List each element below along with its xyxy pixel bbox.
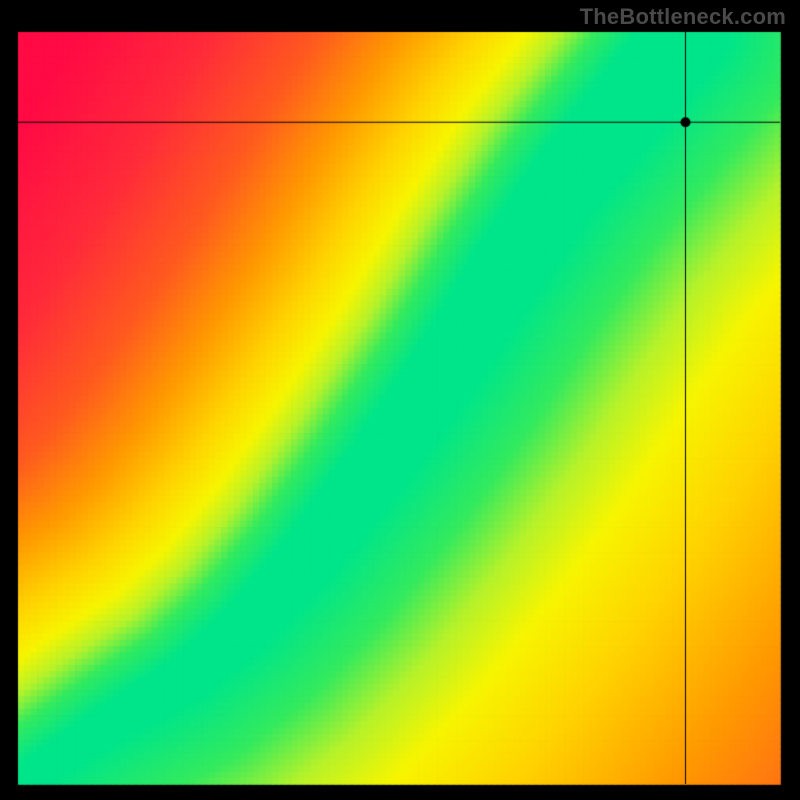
watermark-text: TheBottleneck.com bbox=[580, 4, 786, 30]
chart-container: TheBottleneck.com bbox=[0, 0, 800, 800]
heatmap-canvas bbox=[0, 0, 800, 800]
